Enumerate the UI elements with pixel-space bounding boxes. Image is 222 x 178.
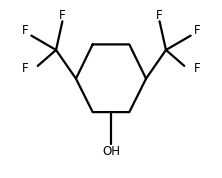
Text: F: F: [194, 62, 200, 75]
Text: F: F: [22, 62, 28, 75]
Text: OH: OH: [102, 145, 120, 158]
Text: F: F: [194, 24, 200, 37]
Text: F: F: [156, 9, 163, 22]
Text: F: F: [59, 9, 66, 22]
Text: F: F: [22, 24, 28, 37]
